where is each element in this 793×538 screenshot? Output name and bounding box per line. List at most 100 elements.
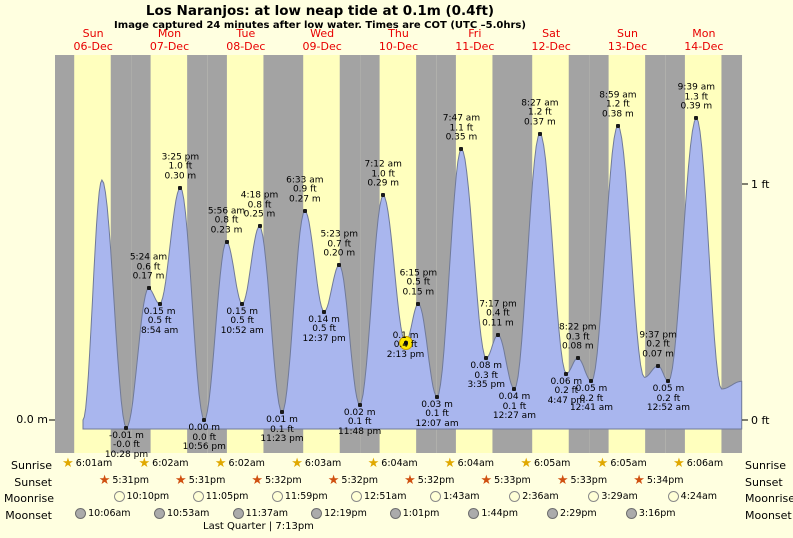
moonrise-circle-icon — [667, 491, 679, 502]
moonrise-circle-icon — [588, 491, 600, 502]
moonset-circle-icon — [232, 507, 244, 519]
tide-annotation-high: 9:39 am 1.3 ft 0.39 m — [677, 82, 716, 112]
astro-entry-sunrise: ★ 6:05am — [596, 456, 647, 471]
moon-phase-note: Last Quarter | 7:13pm — [203, 521, 314, 532]
astro-entry-moonset: 11:37am — [232, 507, 289, 519]
astro-entry-moonrise: 3:29am — [588, 491, 638, 502]
astro-entry-moonset: 3:16pm — [625, 507, 676, 519]
astro-entry-moonrise: 4:24am — [667, 491, 717, 502]
astro-entry-sunset: ★ 5:33pm — [480, 472, 530, 488]
astro-entry-moonset: 1:01pm — [389, 507, 439, 519]
tide-annotation-high: 3:25 pm 1.0 ft 0.30 m — [161, 152, 200, 182]
tide-annotation-high: 8:22 pm 0.3 ft 0.08 m — [559, 322, 597, 352]
astro-time: 6:01am — [75, 458, 113, 469]
tide-annotation-high: 7:47 am 1.1 ft 0.35 m — [442, 113, 481, 143]
astro-entry-sunset: ★ 5:33pm — [556, 472, 608, 488]
sunset-star-icon: ★ — [251, 472, 264, 488]
astro-time: 6:04am — [457, 458, 495, 469]
tide-point-dot — [537, 131, 542, 136]
day-label: Wed 09-Dec — [302, 27, 342, 53]
sunrise-star-icon: ★ — [367, 456, 380, 471]
astro-time: 5:32pm — [341, 474, 379, 486]
astro-row-label-left: Moonrise — [4, 492, 54, 505]
tide-point-dot — [357, 402, 362, 407]
astro-entry-sunset: ★ 5:32pm — [251, 472, 301, 488]
tide-annotation-low: 0.15 m 0.5 ft 8:54 am — [140, 306, 179, 336]
tide-point-dot — [512, 387, 517, 392]
astro-time: 6:03am — [304, 458, 342, 469]
moonrise-circle-icon — [113, 491, 125, 502]
day-label: Thu 10-Dec — [378, 27, 419, 53]
tide-point-dot — [666, 379, 671, 384]
tide-point-dot — [589, 379, 594, 384]
tide-point-dot — [257, 224, 262, 229]
tide-annotation-high: 7:12 am 1.0 ft 0.29 m — [364, 159, 402, 189]
astro-entry-moonrise: 2:36am — [509, 491, 559, 502]
tide-annotation-high: 8:59 am 1.2 ft 0.38 m — [599, 90, 637, 120]
moonset-circle-icon — [547, 507, 559, 519]
moonset-circle-icon — [153, 507, 165, 519]
astro-time: 5:33pm — [570, 474, 608, 486]
tide-point-dot — [157, 301, 162, 306]
sunrise-star-icon: ★ — [62, 456, 74, 471]
tide-point-dot — [495, 332, 500, 337]
y-axis-label-right-0ft: 0 ft — [751, 414, 770, 427]
tide-annotation-high: 9:37 pm 0.2 ft 0.07 m — [639, 330, 677, 360]
astro-time: 11:37am — [245, 507, 289, 519]
astro-time: 5:31pm — [188, 474, 226, 486]
tide-annotation-low: 0.03 m 0.1 ft 12:07 am — [415, 399, 459, 429]
tide-point-dot — [564, 371, 569, 376]
sunrise-star-icon: ★ — [214, 456, 227, 471]
tide-point-dot — [240, 301, 245, 306]
moonrise-circle-icon — [192, 491, 204, 502]
sunset-star-icon: ★ — [175, 472, 187, 488]
astro-time: 1:43am — [443, 491, 480, 502]
astro-time: 1:44pm — [481, 507, 518, 519]
sunset-star-icon: ★ — [480, 472, 493, 488]
page-subtitle: Image captured 24 minutes after low wate… — [114, 20, 526, 31]
astro-time: 12:51am — [364, 491, 407, 502]
sunrise-star-icon: ★ — [520, 456, 532, 471]
tide-point-dot — [615, 123, 620, 128]
tide-annotation-low: 0.05 m 0.2 ft 12:52 am — [646, 384, 690, 414]
astro-time: 3:16pm — [638, 507, 676, 519]
astro-entry-sunrise: ★ 6:05am — [520, 456, 571, 471]
astro-time: 12:19pm — [324, 507, 367, 519]
tide-point-dot — [656, 363, 661, 368]
moonrise-circle-icon — [509, 491, 521, 502]
sunrise-star-icon: ★ — [673, 456, 685, 471]
astro-entry-sunrise: ★ 6:03am — [291, 457, 342, 470]
tide-annotation-low: -0.01 m -0.0 ft 10:28 pm — [104, 430, 149, 460]
tide-point-dot — [416, 301, 421, 306]
astro-entry-moonset: 10:53am — [153, 507, 209, 519]
astro-time: 5:34pm — [646, 474, 684, 486]
astro-time: 2:29pm — [560, 507, 597, 519]
astro-row-label-right: Moonset — [745, 508, 792, 522]
sunrise-star-icon: ★ — [138, 456, 151, 471]
sunset-star-icon: ★ — [556, 472, 569, 488]
astro-row-label-right: Sunrise — [745, 459, 787, 472]
tide-point-dot — [302, 208, 307, 213]
day-label: Sun 06-Dec — [73, 27, 113, 53]
tide-point-dot — [202, 418, 207, 422]
tide-point-dot — [337, 263, 342, 268]
moonset-circle-icon — [468, 507, 480, 519]
sunrise-star-icon: ★ — [596, 456, 609, 471]
astro-row-label-left: Sunset — [14, 475, 52, 489]
day-label: Tue 08-Dec — [226, 27, 266, 53]
astro-entry-sunset: ★ 5:34pm — [633, 474, 684, 487]
astro-entry-moonset: 10:06am — [75, 507, 131, 519]
astro-row-label-left: Moonset — [5, 508, 52, 522]
moonrise-circle-icon — [430, 491, 442, 502]
tide-point-dot — [178, 185, 183, 190]
tide-annotation-high: 5:24 am 0.6 ft 0.17 m — [129, 252, 168, 282]
astro-time: 6:05am — [533, 458, 571, 469]
tide-point-dot — [322, 309, 327, 314]
moonrise-circle-icon — [271, 491, 283, 502]
tide-annotation-high: 8:27 am 1.2 ft 0.37 m — [521, 98, 559, 128]
astro-entry-sunset: ★ 5:32pm — [328, 474, 379, 487]
astro-entry-sunset: ★ 5:31pm — [175, 472, 226, 488]
astro-entry-moonrise: 10:10pm — [113, 491, 169, 502]
astro-entry-moonset: 12:19pm — [311, 507, 367, 519]
